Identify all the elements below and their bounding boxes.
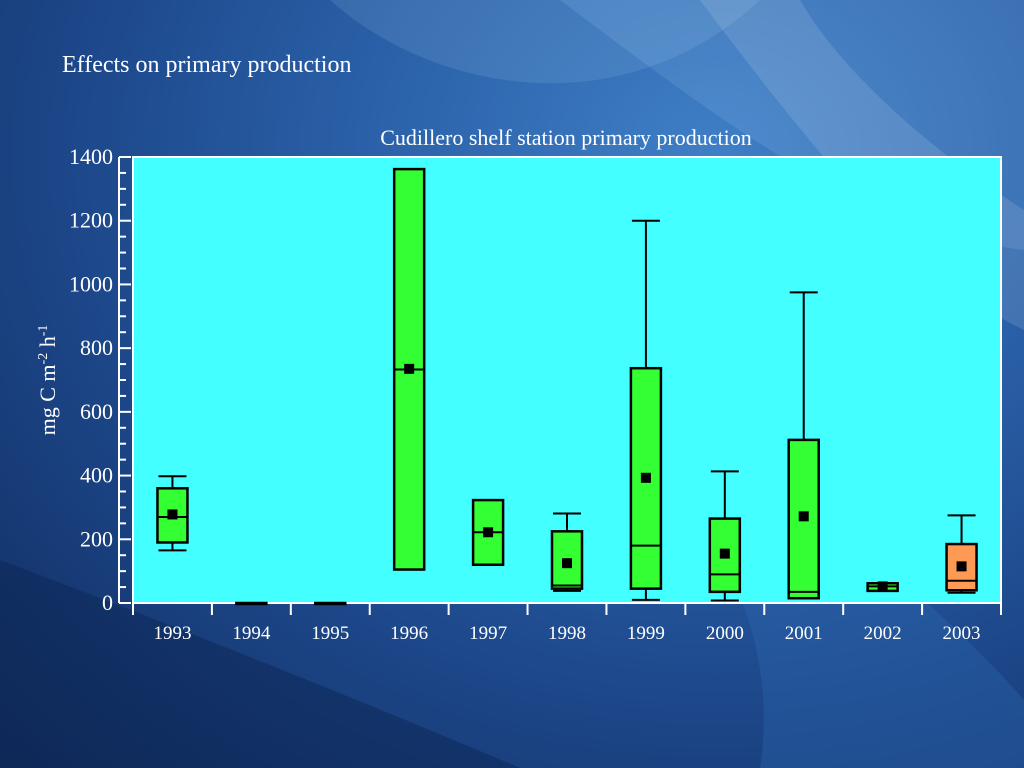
y-tick-label: 1200 — [69, 208, 113, 233]
box-1995 — [314, 601, 347, 606]
y-tick-label: 200 — [80, 526, 113, 551]
y-tick-label: 400 — [80, 463, 113, 488]
box-2001 — [787, 291, 820, 600]
y-tick-label: 800 — [80, 335, 113, 360]
box-1993 — [156, 475, 189, 552]
slide-title: Effects on primary production — [62, 52, 352, 78]
x-tick-label: 1996 — [390, 623, 428, 644]
box-2002 — [866, 581, 899, 593]
y-tick-label: 1400 — [69, 144, 113, 169]
y-tick-label: 1000 — [69, 271, 113, 296]
y-axis-label: mg C m-2 h-1 — [35, 325, 60, 436]
y-tick-label: 600 — [80, 399, 113, 424]
x-tick-label: 1997 — [469, 623, 507, 644]
box-1996 — [392, 167, 426, 571]
iqr-box — [156, 487, 189, 544]
x-tick-label: 2002 — [864, 623, 902, 644]
mean-marker — [562, 558, 572, 569]
mean-marker — [877, 581, 888, 592]
mean-marker — [719, 548, 730, 559]
box-2003 — [945, 514, 978, 594]
x-tick-label: 1999 — [627, 623, 665, 644]
x-axis: 1993 1994 1995 1996 1997 1998 1999 2000 2001 2002… — [132, 602, 1002, 644]
x-tick-label: 2001 — [785, 623, 823, 644]
x-tick-label: 2003 — [943, 623, 981, 644]
mean-marker — [167, 509, 178, 520]
box-2000 — [708, 470, 742, 602]
box-series — [156, 167, 978, 606]
x-tick-label: 1993 — [153, 623, 191, 644]
x-tick-label: 1995 — [311, 623, 349, 644]
chart-title: Cudillero shelf station primary producti… — [380, 125, 752, 150]
box-1997 — [471, 498, 505, 567]
x-tick-label: 2000 — [706, 623, 744, 644]
y-tick-label: 0 — [102, 590, 113, 615]
box-1999 — [629, 219, 663, 601]
box-1994 — [235, 601, 268, 606]
x-tick-label: 1994 — [232, 623, 271, 644]
y-axis: 0 200 400 600 800 1000 1200 1400 — [69, 144, 131, 615]
box-1998 — [550, 512, 584, 592]
mean-marker — [404, 363, 415, 374]
x-tick-label: 1998 — [548, 623, 586, 644]
mean-marker — [798, 511, 809, 522]
mean-marker — [956, 561, 967, 572]
mean-marker — [640, 472, 651, 483]
mean-marker — [483, 527, 494, 538]
